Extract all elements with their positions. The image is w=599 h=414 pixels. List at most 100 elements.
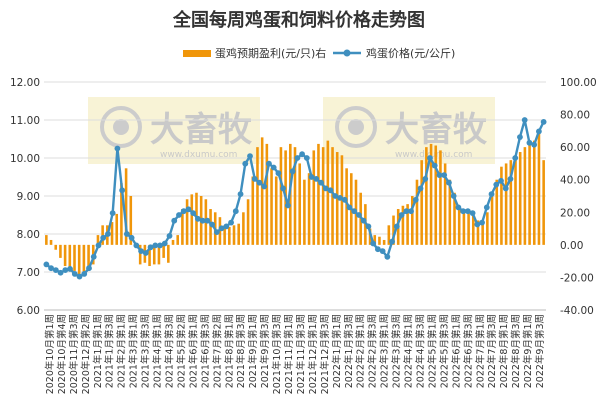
line-point xyxy=(218,225,225,232)
y-axis-left: 6.00 7.00 8.00 9.00 10.00 11.00 12.00 xyxy=(10,77,40,317)
bar xyxy=(509,160,513,245)
x-tick-label: 2021年3月第1周 xyxy=(128,314,140,388)
y-right-tick-label: 40.00 xyxy=(560,175,590,187)
line-point xyxy=(498,177,504,184)
legend-line-label: 鸡蛋价格(元/公斤) xyxy=(366,46,455,60)
line-point xyxy=(142,250,149,256)
x-tick-label: 2021年10月第3周 xyxy=(271,314,283,394)
line-point xyxy=(422,176,429,182)
line-point xyxy=(313,176,320,182)
bar xyxy=(467,212,470,245)
line-point xyxy=(464,208,471,215)
line-point xyxy=(346,204,353,211)
bar xyxy=(312,150,316,245)
y-left-tick-label: 11.00 xyxy=(10,115,40,127)
x-tick-label: 2021年3月第3周 xyxy=(140,314,152,388)
y-axis-right: -40.00 -20.00 0.00 20.00 40.00 60.00 80.00 100.… xyxy=(560,77,597,317)
bar xyxy=(448,179,452,245)
line-point xyxy=(128,234,135,241)
bar xyxy=(429,143,433,245)
bar xyxy=(246,199,250,245)
line-point xyxy=(275,170,282,177)
y-left-tick-label: 12.00 xyxy=(10,77,40,89)
line-point xyxy=(351,208,358,215)
watermark-right-sub: www.dxumu.com xyxy=(395,150,472,160)
bar xyxy=(471,215,475,245)
x-tick-label: 2021年4月第3周 xyxy=(164,314,176,388)
y-right-tick-label: -40.00 xyxy=(560,305,594,317)
bar xyxy=(68,244,72,268)
bar xyxy=(401,205,405,245)
y-left-tick-label: 7.00 xyxy=(17,267,40,279)
line-point xyxy=(488,191,495,198)
bar xyxy=(462,209,466,245)
bar xyxy=(321,147,325,245)
line-point xyxy=(412,196,419,203)
bar xyxy=(228,226,231,245)
line-point xyxy=(417,185,424,192)
x-tick-label: 2022年2月第3周 xyxy=(367,314,379,388)
line-point xyxy=(280,185,287,192)
bar xyxy=(317,143,320,245)
line-point xyxy=(247,153,253,160)
line-point xyxy=(62,267,69,273)
line-point xyxy=(431,162,438,169)
line-point xyxy=(299,151,305,158)
bar xyxy=(420,160,423,245)
x-tick-label: 2022年4月第1周 xyxy=(403,314,415,388)
bar xyxy=(443,163,447,245)
x-tick-label: 2021年11月第3周 xyxy=(295,314,307,394)
x-tick-label: 2022年3月第3周 xyxy=(391,314,403,388)
bar xyxy=(279,147,283,245)
x-tick-label: 2022年8月第1周 xyxy=(498,314,510,388)
line-point xyxy=(393,223,400,230)
line-point xyxy=(365,223,372,230)
bar xyxy=(373,235,377,245)
line-point xyxy=(237,191,244,198)
x-tick-label: 2021年9月第1周 xyxy=(247,314,259,388)
legend-bar-label: 蛋鸡预期盈利(元/只)右 xyxy=(215,46,326,60)
line-point xyxy=(389,238,395,245)
line-point xyxy=(474,221,481,228)
x-tick-label: 2020年10月第4周 xyxy=(56,314,68,394)
bar xyxy=(96,235,100,245)
price-line xyxy=(45,118,545,278)
bar xyxy=(392,215,395,245)
bar xyxy=(495,179,499,245)
line-point xyxy=(190,210,197,217)
bar xyxy=(162,244,165,258)
bar xyxy=(110,222,114,245)
bar xyxy=(82,244,86,275)
bar xyxy=(45,235,48,245)
x-tick-label: 2022年7月第1周 xyxy=(474,314,486,388)
watermark-left-text: 大畜牧 xyxy=(150,110,253,150)
bar xyxy=(54,244,58,250)
x-tick-label: 2021年9月第3周 xyxy=(259,314,271,388)
bar xyxy=(326,140,330,245)
line-point xyxy=(71,271,78,277)
bar xyxy=(87,244,90,270)
line-point xyxy=(322,185,329,192)
bar xyxy=(378,236,381,245)
x-tick-label: 2020年10月第1周 xyxy=(44,314,56,394)
bar xyxy=(185,199,189,245)
line-point xyxy=(455,204,462,211)
line-point xyxy=(483,204,490,211)
bar xyxy=(265,143,269,245)
legend-line-swatch xyxy=(333,49,361,57)
bar xyxy=(167,244,170,263)
line-point xyxy=(199,217,206,224)
y-left-tick-label: 6.00 xyxy=(17,305,40,317)
bar xyxy=(274,176,278,245)
line-point xyxy=(469,210,476,217)
line-point xyxy=(176,212,182,218)
bar xyxy=(425,147,428,245)
bar xyxy=(181,209,184,245)
y-left-tick-label: 10.00 xyxy=(10,153,40,165)
x-tick-label: 2022年2月第1周 xyxy=(355,314,367,388)
line-point xyxy=(356,212,362,218)
bar xyxy=(237,223,240,245)
line-point xyxy=(308,174,315,180)
bar xyxy=(434,145,438,245)
line-point xyxy=(228,219,234,226)
